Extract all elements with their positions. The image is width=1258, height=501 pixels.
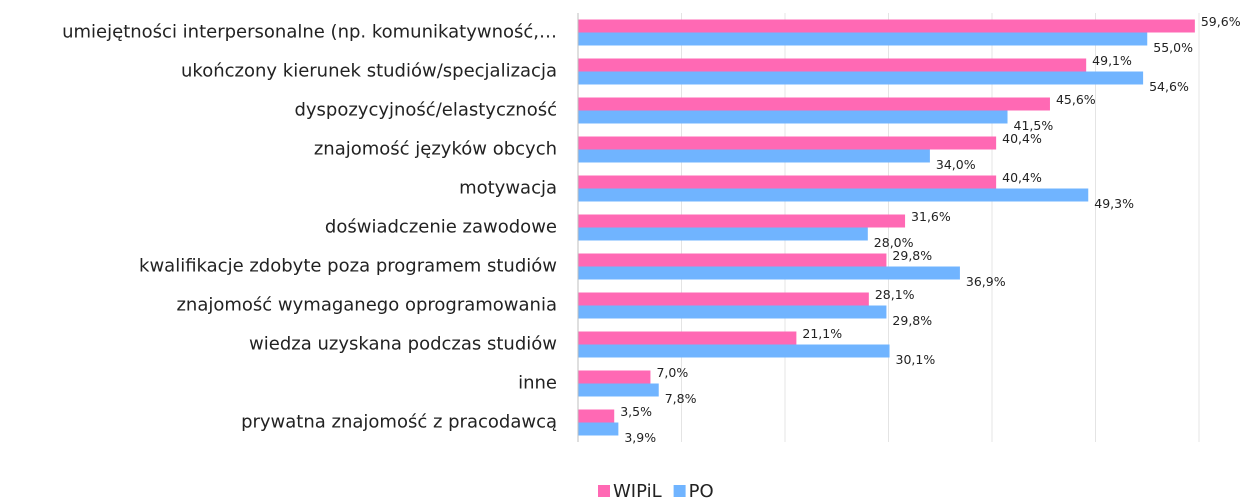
data-label: 28,1% <box>875 287 915 302</box>
bar <box>578 19 1195 33</box>
data-label: 40,4% <box>1002 170 1042 185</box>
category-label: wiedza uzyskana podczas studiów <box>249 334 557 355</box>
bar <box>578 253 887 267</box>
bar <box>578 110 1008 124</box>
bar <box>578 97 1050 111</box>
category-label: inne <box>518 373 557 394</box>
bar <box>578 266 960 280</box>
bar <box>578 383 659 397</box>
legend-label: PO <box>689 481 714 501</box>
bar <box>578 214 906 228</box>
data-label: 36,9% <box>966 274 1006 289</box>
category-label: doświadczenie zawodowe <box>325 217 557 238</box>
data-label: 3,5% <box>620 404 652 419</box>
bar <box>578 409 615 423</box>
bar <box>578 149 930 163</box>
bar <box>578 370 651 384</box>
category-label: ukończony kierunek studiów/specjalizacja <box>181 61 557 82</box>
legend-swatch <box>598 485 610 497</box>
bar <box>578 422 619 436</box>
data-label: 28,0% <box>874 235 914 250</box>
category-label: dyspozycyjność/elastyczność <box>294 100 557 121</box>
bar <box>578 136 997 150</box>
data-label: 40,4% <box>1002 131 1042 146</box>
data-label: 3,9% <box>624 430 656 445</box>
data-label: 7,8% <box>665 391 697 406</box>
bar <box>578 58 1087 72</box>
data-label: 55,0% <box>1153 40 1193 55</box>
bar <box>578 227 868 241</box>
category-label: kwalifikacje zdobyte poza programem stud… <box>139 256 557 277</box>
category-label: prywatna znajomość z pracodawcą <box>241 412 557 433</box>
bar <box>578 344 890 358</box>
data-label: 7,0% <box>656 365 688 380</box>
bar <box>578 305 887 319</box>
data-label: 29,8% <box>892 313 932 328</box>
data-label: 49,3% <box>1094 196 1134 211</box>
bar <box>578 331 797 345</box>
data-label: 29,8% <box>892 248 932 263</box>
data-label: 54,6% <box>1149 79 1189 94</box>
data-label: 30,1% <box>896 352 936 367</box>
data-label: 59,6% <box>1201 14 1241 29</box>
bar <box>578 175 997 189</box>
category-label: motywacja <box>459 178 557 199</box>
data-label: 31,6% <box>911 209 951 224</box>
category-label: znajomość wymaganego oprogramowania <box>176 295 557 316</box>
category-label: znajomość języków obcych <box>314 139 557 160</box>
data-label: 45,6% <box>1056 92 1096 107</box>
data-label: 41,5% <box>1014 118 1054 133</box>
legend-swatch <box>673 485 686 497</box>
data-label: 34,0% <box>936 157 976 172</box>
bar <box>578 32 1148 46</box>
legend-label: WIPiL <box>613 481 662 501</box>
data-label: 21,1% <box>802 326 842 341</box>
data-label: 49,1% <box>1092 53 1132 68</box>
bar <box>578 188 1089 202</box>
category-label: umiejętności interpersonalne (np. komuni… <box>62 22 557 43</box>
bar <box>578 71 1144 85</box>
bar <box>578 292 869 306</box>
